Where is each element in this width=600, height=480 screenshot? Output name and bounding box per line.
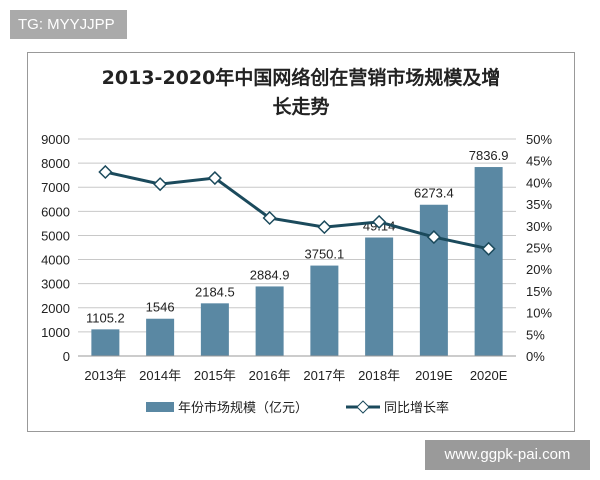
x-tick-label: 2015年 <box>194 368 236 383</box>
right-tick-label: 15% <box>526 284 552 299</box>
legend-line-label: 同比增长率 <box>384 400 449 415</box>
x-tick-label: 2018年 <box>358 368 400 383</box>
bar-data-label: 3750.1 <box>304 247 344 262</box>
line-marker <box>262 210 277 226</box>
bar-data-label: 6273.4 <box>414 186 454 201</box>
right-tick-label: 35% <box>526 197 552 212</box>
line-marker <box>207 170 222 186</box>
right-tick-label: 40% <box>526 175 552 190</box>
left-tick-label: 9000 <box>41 132 70 147</box>
bar-data-label: 2184.5 <box>195 284 235 299</box>
bar <box>146 318 175 356</box>
bar-data-label: 1105.2 <box>86 310 125 325</box>
left-tick-label: 4000 <box>41 253 70 268</box>
left-tick-label: 8000 <box>41 156 70 171</box>
x-tick-label: 2019E <box>415 368 453 383</box>
left-tick-label: 3000 <box>41 277 70 292</box>
chart-title-line1: 2013-2020年中国网络创在营销市场规模及增 <box>102 66 501 89</box>
bar <box>200 303 229 356</box>
tag-label: TG: MYYJJPP <box>10 10 127 39</box>
legend-bar-label: 年份市场规模（亿元） <box>178 400 308 415</box>
left-tick-label: 0 <box>63 349 70 364</box>
x-tick-label: 2016年 <box>249 368 291 383</box>
line-marker <box>153 177 168 192</box>
line-marker <box>481 241 496 256</box>
left-tick-label: 2000 <box>41 301 70 316</box>
right-tick-label: 45% <box>526 154 552 169</box>
right-tick-label: 20% <box>526 262 552 277</box>
right-tick-label: 50% <box>526 132 552 147</box>
right-tick-label: 25% <box>526 241 552 256</box>
bar-data-label: 2884.9 <box>250 267 290 282</box>
line-marker <box>98 164 113 180</box>
bar-data-label: 7836.9 <box>469 148 509 163</box>
growth-line <box>105 170 489 251</box>
bar <box>255 286 284 356</box>
left-tick-label: 1000 <box>41 325 70 340</box>
x-tick-label: 2017年 <box>303 368 345 383</box>
right-tick-label: 10% <box>526 306 552 321</box>
right-tick-label: 0% <box>526 349 545 364</box>
bar <box>474 167 503 356</box>
watermark: www.ggpk-pai.com <box>425 440 590 470</box>
line-marker <box>426 230 441 245</box>
x-tick-label: 2020E <box>470 368 508 383</box>
left-tick-label: 7000 <box>41 180 70 195</box>
bar <box>91 329 120 356</box>
legend-line-marker <box>356 400 370 414</box>
bar <box>365 237 394 356</box>
line-marker <box>372 214 387 229</box>
x-tick-label: 2014年 <box>139 368 181 383</box>
bar <box>310 265 339 356</box>
chart-title-line2: 长走势 <box>272 95 329 118</box>
right-tick-label: 30% <box>526 219 552 234</box>
legend-bar-swatch <box>146 402 174 412</box>
chart-frame <box>27 52 575 432</box>
bar <box>419 204 448 356</box>
right-tick-label: 5% <box>526 327 545 342</box>
bar-data-label: 1546 <box>146 300 175 315</box>
x-tick-label: 2013年 <box>84 368 126 383</box>
left-tick-label: 6000 <box>41 204 70 219</box>
line-marker <box>317 220 332 235</box>
left-tick-label: 5000 <box>41 228 70 243</box>
